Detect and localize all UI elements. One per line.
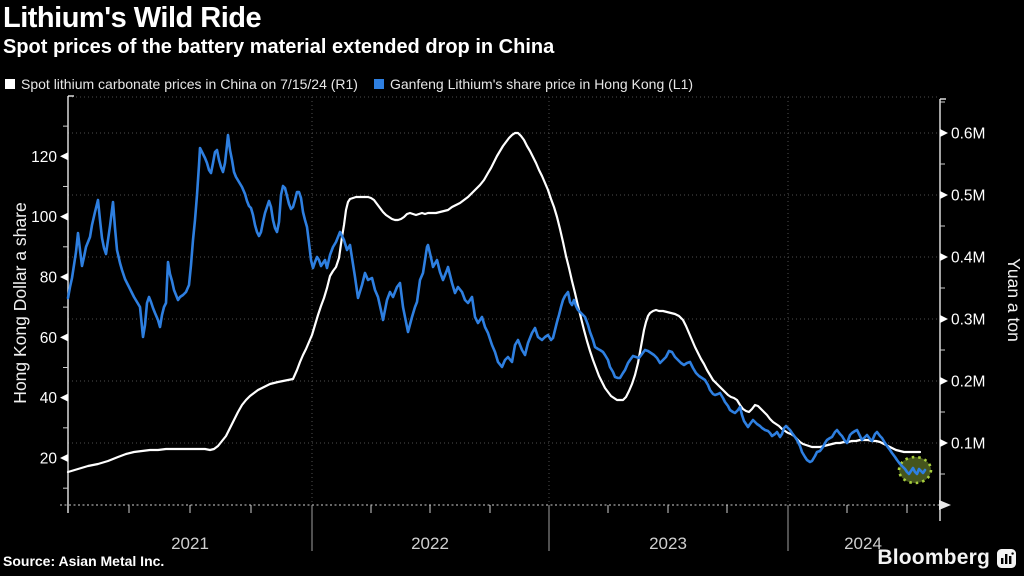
bloomberg-bars-icon: [997, 548, 1016, 568]
svg-text:40: 40: [40, 390, 58, 407]
svg-text:60: 60: [40, 330, 58, 347]
legend-label-ganfeng: Ganfeng Lithium's share price in Hong Ko…: [389, 76, 694, 92]
series-lithium-carbonate-line: [66, 131, 922, 474]
svg-text:0.3M: 0.3M: [951, 312, 985, 329]
legend-label-lithium-spot: Spot lithium carbonate prices in China o…: [21, 76, 358, 92]
svg-text:2024: 2024: [844, 534, 882, 553]
svg-text:0.2M: 0.2M: [951, 374, 985, 391]
gridlines: [68, 96, 940, 505]
bloomberg-wordmark: Bloomberg: [877, 546, 990, 569]
legend-item-lithium-spot: Spot lithium carbonate prices in China o…: [5, 76, 358, 92]
left-axis-hong-kong-dollar: 20 40 60 80 100 120 Hong Kong Dollar a share: [10, 95, 74, 513]
x-axis: 2021 2022 2023 2024: [60, 500, 951, 553]
svg-text:Yuan a ton: Yuan a ton: [1004, 258, 1024, 342]
legend-swatch-blue: [373, 79, 384, 89]
svg-text:2023: 2023: [649, 534, 687, 553]
svg-text:120: 120: [31, 149, 57, 166]
svg-text:Hong Kong Dollar a share: Hong Kong Dollar a share: [10, 202, 30, 403]
series-ganfeng-share-line: [66, 133, 927, 476]
svg-text:0.5M: 0.5M: [951, 188, 985, 205]
svg-text:80: 80: [40, 269, 58, 286]
legend-swatch-white: [5, 79, 15, 89]
svg-text:100: 100: [31, 209, 57, 226]
right-axis-yuan-a-ton: 0.1M 0.2M 0.3M 0.4M 0.5M 0.6M Yuan a ton: [939, 98, 1024, 521]
svg-text:2021: 2021: [171, 534, 209, 553]
page-title: Lithium's Wild Ride: [3, 2, 262, 34]
svg-text:20: 20: [40, 451, 58, 468]
svg-text:0.6M: 0.6M: [951, 126, 985, 143]
bloomberg-logo: Bloomberg: [877, 546, 1016, 570]
legend-item-ganfeng: Ganfeng Lithium's share price in Hong Ko…: [373, 76, 694, 92]
svg-text:2022: 2022: [411, 534, 449, 553]
svg-text:0.4M: 0.4M: [951, 250, 985, 267]
source-credit: Source: Asian Metal Inc.: [3, 553, 165, 569]
chart-legend: Spot lithium carbonate prices in China o…: [5, 76, 693, 92]
svg-text:0.1M: 0.1M: [951, 436, 985, 453]
chart-subtitle: Spot prices of the battery material exte…: [3, 36, 555, 58]
